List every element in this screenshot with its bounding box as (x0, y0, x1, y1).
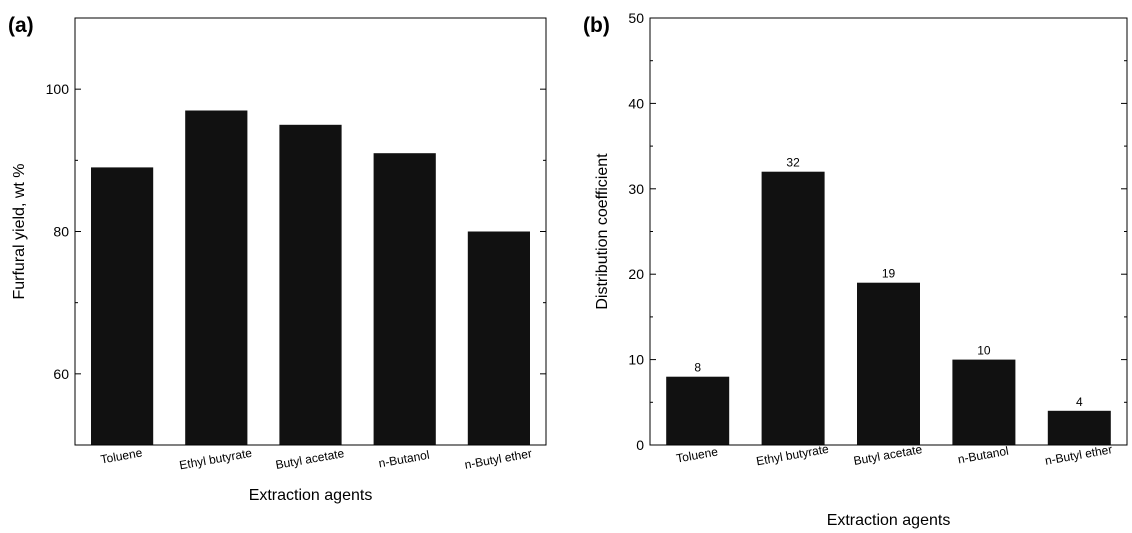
bar-n-butanol (952, 359, 1016, 445)
x-tick-label: n-Butanol (957, 444, 1010, 467)
panel-letter: (a) (8, 14, 34, 37)
x-tick-label: Butyl acetate (852, 442, 923, 468)
bar-ethyl-butyrate (761, 171, 825, 445)
x-tick-label: Ethyl butyrate (178, 446, 253, 473)
panel-letter: (b) (583, 14, 610, 37)
data-label: 32 (786, 156, 800, 170)
y-tick-label: 10 (628, 352, 644, 368)
x-axis-title: Extraction agents (249, 487, 373, 504)
y-axis-title: Distribution coefficient (594, 153, 611, 310)
data-label: 10 (977, 344, 991, 358)
bar-toluene (91, 167, 154, 445)
bar-toluene (666, 376, 730, 445)
data-label: 4 (1076, 395, 1083, 409)
y-tick-label: 40 (628, 95, 644, 111)
x-tick-label: Toluene (99, 445, 143, 466)
y-tick-label: 20 (628, 266, 644, 282)
x-tick-label: Toluene (675, 444, 719, 465)
y-tick-label: 0 (636, 437, 644, 453)
bar-butyl-acetate (857, 282, 920, 445)
x-tick-label: n-Butanol (377, 448, 430, 471)
x-axis-title: Extraction agents (827, 512, 951, 529)
bar-ethyl-butyrate (185, 110, 248, 445)
y-axis-title: Furfural yield, wt % (11, 163, 28, 299)
data-label: 19 (882, 267, 896, 281)
bar-butyl-acetate (279, 124, 342, 446)
bar-n-butanol (373, 153, 436, 445)
bar-n-butyl-ether (1047, 410, 1111, 445)
x-tick-label: n-Butyl ether (463, 446, 532, 472)
data-label: 8 (694, 361, 701, 375)
y-tick-label: 60 (53, 366, 69, 382)
chart-panel-a: (a) 60 80 100 Toluene Ethyl butyrate Butyl ace… (8, 14, 547, 504)
bar-n-butyl-ether (467, 231, 530, 445)
y-tick-label: 80 (53, 224, 69, 240)
x-tick-label: Ethyl butyrate (755, 442, 830, 469)
y-tick-label: 100 (46, 81, 70, 97)
x-tick-label: Butyl acetate (274, 446, 345, 472)
x-tick-label: n-Butyl ether (1044, 442, 1113, 468)
y-tick-label: 50 (628, 10, 644, 26)
y-tick-label: 30 (628, 181, 644, 197)
